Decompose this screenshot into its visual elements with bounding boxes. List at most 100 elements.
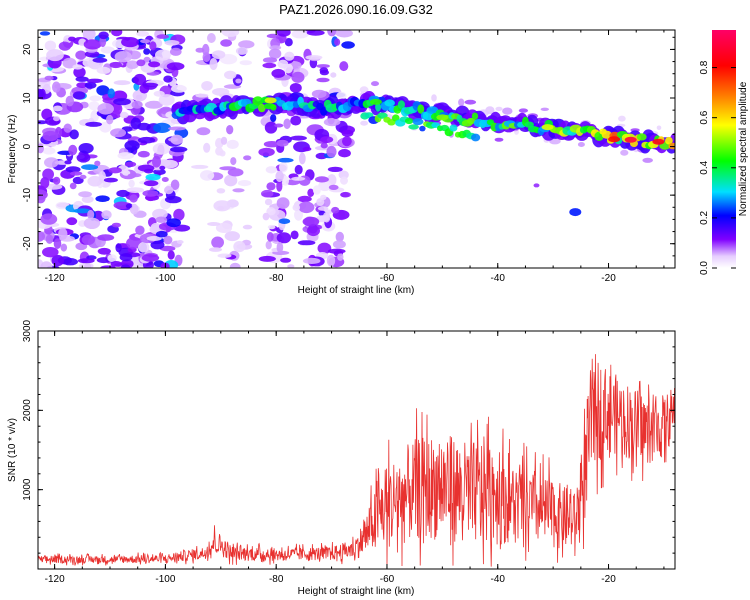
- noise-blob: [332, 240, 346, 249]
- noise-blob: [290, 135, 307, 141]
- noise-blob: [44, 40, 57, 51]
- faint-blob: [371, 81, 379, 87]
- faint-blob: [620, 149, 629, 156]
- noise-blob: [135, 225, 145, 235]
- noise-blob: [342, 136, 352, 147]
- noise-blob: [100, 46, 115, 54]
- faint-blob: [360, 120, 368, 126]
- colorbar: 0.0 0.2 0.4 0.6 0.8 Normalized spectral ampl…: [699, 30, 749, 275]
- x-tick-label: -80: [269, 574, 284, 585]
- noise-blob: [291, 71, 305, 83]
- ridge-hotspot: [608, 136, 621, 143]
- noise-blob: [108, 167, 122, 174]
- snr-x-axis-label: Height of straight line (km): [298, 586, 415, 597]
- noise-blob: [40, 261, 53, 268]
- noise-blob: [268, 48, 282, 59]
- noise-blob: [270, 114, 277, 123]
- noise-blob: [116, 189, 130, 198]
- colorbar-ticks: 0.0 0.2 0.4 0.6 0.8: [699, 60, 736, 275]
- x-tick-label: -60: [380, 273, 395, 284]
- noise-blob: [235, 47, 248, 55]
- noise-blob: [88, 101, 100, 111]
- noise-blob: [142, 82, 159, 88]
- colorbar-tick-label: 0.2: [699, 211, 710, 225]
- noise-blob: [269, 45, 282, 51]
- ridge-core: [466, 117, 476, 125]
- noise-blob: [42, 168, 54, 181]
- noise-blob: [109, 61, 123, 69]
- ridge-branch: [449, 124, 458, 132]
- ridge-core: [270, 104, 277, 111]
- noise-blob: [128, 179, 135, 188]
- noise-blob: [111, 222, 121, 228]
- noise-blob: [145, 173, 161, 181]
- ridge-hotspot: [652, 138, 665, 145]
- y-tick-label: 3000: [22, 319, 33, 342]
- noise-blob: [203, 142, 211, 153]
- noise-blob: [200, 170, 215, 181]
- noise-blob: [294, 164, 303, 175]
- x-tick-label: -20: [601, 273, 616, 284]
- noise-blob: [287, 264, 295, 268]
- noise-blob: [38, 193, 46, 204]
- noise-blob: [326, 254, 336, 267]
- noise-blob: [40, 213, 58, 225]
- noise-blob: [152, 142, 171, 155]
- noise-blob: [129, 194, 138, 203]
- noise-blob: [68, 36, 76, 42]
- noise-blob: [306, 225, 320, 237]
- ridge-core: [668, 142, 675, 150]
- noise-blob: [326, 145, 337, 158]
- noise-blob: [171, 84, 187, 93]
- colorbar-tick-label: 0.4: [699, 160, 710, 174]
- noise-blob: [77, 258, 95, 264]
- noise-blob: [58, 228, 68, 240]
- noise-blob: [317, 206, 329, 211]
- y-tick-label: 20: [22, 43, 33, 55]
- noise-blob: [276, 180, 283, 192]
- noise-blob: [297, 240, 316, 246]
- noise-blob: [170, 47, 182, 56]
- faint-blob: [359, 86, 369, 94]
- noise-blob: [239, 60, 252, 66]
- noise-blob: [221, 30, 240, 37]
- noise-blob: [143, 48, 151, 55]
- noise-blob: [316, 198, 325, 206]
- noise-blob: [242, 224, 253, 230]
- noise-blob: [63, 123, 72, 133]
- colorbar-gradient: [712, 30, 736, 268]
- noise-blob: [216, 188, 226, 194]
- noise-blob: [226, 125, 234, 135]
- noise-blob: [101, 210, 112, 220]
- noise-blob: [113, 98, 131, 106]
- faint-blob: [485, 106, 495, 114]
- snr-plot-area: [37, 330, 676, 570]
- noise-blob: [133, 73, 147, 86]
- noise-blob: [121, 37, 139, 48]
- noise-blob: [298, 201, 315, 214]
- noise-blob: [125, 203, 132, 209]
- spectrogram-y-axis-label: Frequency (Hz): [7, 115, 18, 184]
- noise-blob: [131, 100, 143, 109]
- noise-blob: [276, 139, 289, 147]
- noise-blob: [111, 30, 123, 37]
- noise-blob: [39, 31, 51, 36]
- noise-blob: [283, 118, 291, 130]
- noise-blob: [302, 146, 312, 152]
- noise-blob: [97, 234, 115, 241]
- noise-blob: [133, 82, 140, 91]
- ridge-core: [384, 99, 396, 107]
- noise-blob: [302, 216, 320, 227]
- noise-blob: [99, 121, 112, 133]
- noise-blob: [96, 257, 111, 264]
- noise-blob: [167, 250, 175, 260]
- noise-blob: [271, 68, 286, 78]
- noise-blob: [335, 30, 353, 38]
- noise-blob: [94, 160, 101, 166]
- noise-blob: [73, 208, 91, 214]
- noise-blob: [284, 51, 295, 61]
- noise-blob: [341, 41, 355, 49]
- noise-blob: [137, 136, 156, 144]
- noise-blob: [232, 188, 245, 193]
- noise-blob: [164, 40, 180, 46]
